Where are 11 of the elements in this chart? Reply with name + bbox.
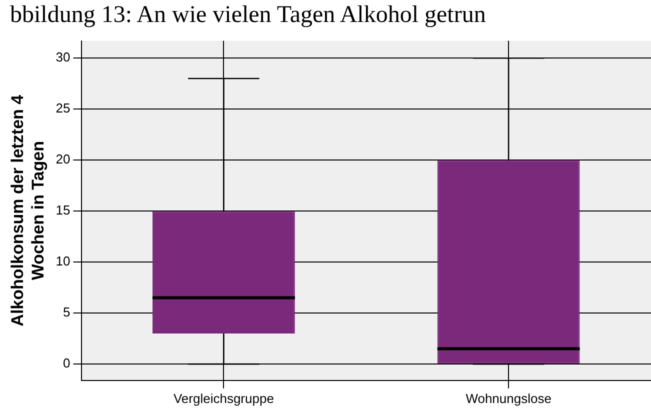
y-tick-label: 20 [56, 152, 70, 167]
y-tick-label: 5 [63, 304, 70, 320]
x-tick-label: Wohnungslose [466, 390, 552, 406]
x-tick-label: Vergleichsgruppe [173, 390, 274, 406]
y-axis-title: Alkoholkonsum der letzten 4 Wochen in Tagen [8, 94, 48, 326]
chart-title: bbildung 13: An wie vielen Tagen Alkohol getrun [9, 1, 487, 30]
y-tick-label: 25 [56, 100, 70, 116]
y-tick-label: 10 [56, 254, 70, 269]
y-tick-label: 30 [56, 50, 70, 65]
y-tick-label: 15 [56, 202, 70, 218]
y-tick-label: 0 [63, 356, 70, 371]
